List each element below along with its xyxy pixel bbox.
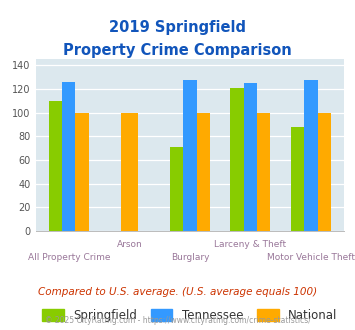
Bar xyxy=(121,113,138,231)
Bar xyxy=(257,113,271,231)
Text: Motor Vehicle Theft: Motor Vehicle Theft xyxy=(267,253,355,262)
Bar xyxy=(197,113,210,231)
Bar xyxy=(170,147,183,231)
Bar xyxy=(183,80,197,231)
Bar xyxy=(304,80,318,231)
Text: Burglary: Burglary xyxy=(171,253,209,262)
Bar xyxy=(291,127,304,231)
Bar xyxy=(318,113,331,231)
Bar xyxy=(49,101,62,231)
Bar xyxy=(62,82,76,231)
Legend: Springfield, Tennessee, National: Springfield, Tennessee, National xyxy=(42,309,338,322)
Bar xyxy=(76,113,89,231)
Text: Property Crime Comparison: Property Crime Comparison xyxy=(63,43,292,58)
Text: 2019 Springfield: 2019 Springfield xyxy=(109,20,246,35)
Text: © 2025 CityRating.com - https://www.cityrating.com/crime-statistics/: © 2025 CityRating.com - https://www.city… xyxy=(45,315,310,325)
Text: Larceny & Theft: Larceny & Theft xyxy=(214,240,286,248)
Bar xyxy=(244,83,257,231)
Text: Compared to U.S. average. (U.S. average equals 100): Compared to U.S. average. (U.S. average … xyxy=(38,287,317,297)
Bar xyxy=(230,88,244,231)
Text: Arson: Arson xyxy=(116,240,142,248)
Text: All Property Crime: All Property Crime xyxy=(28,253,110,262)
